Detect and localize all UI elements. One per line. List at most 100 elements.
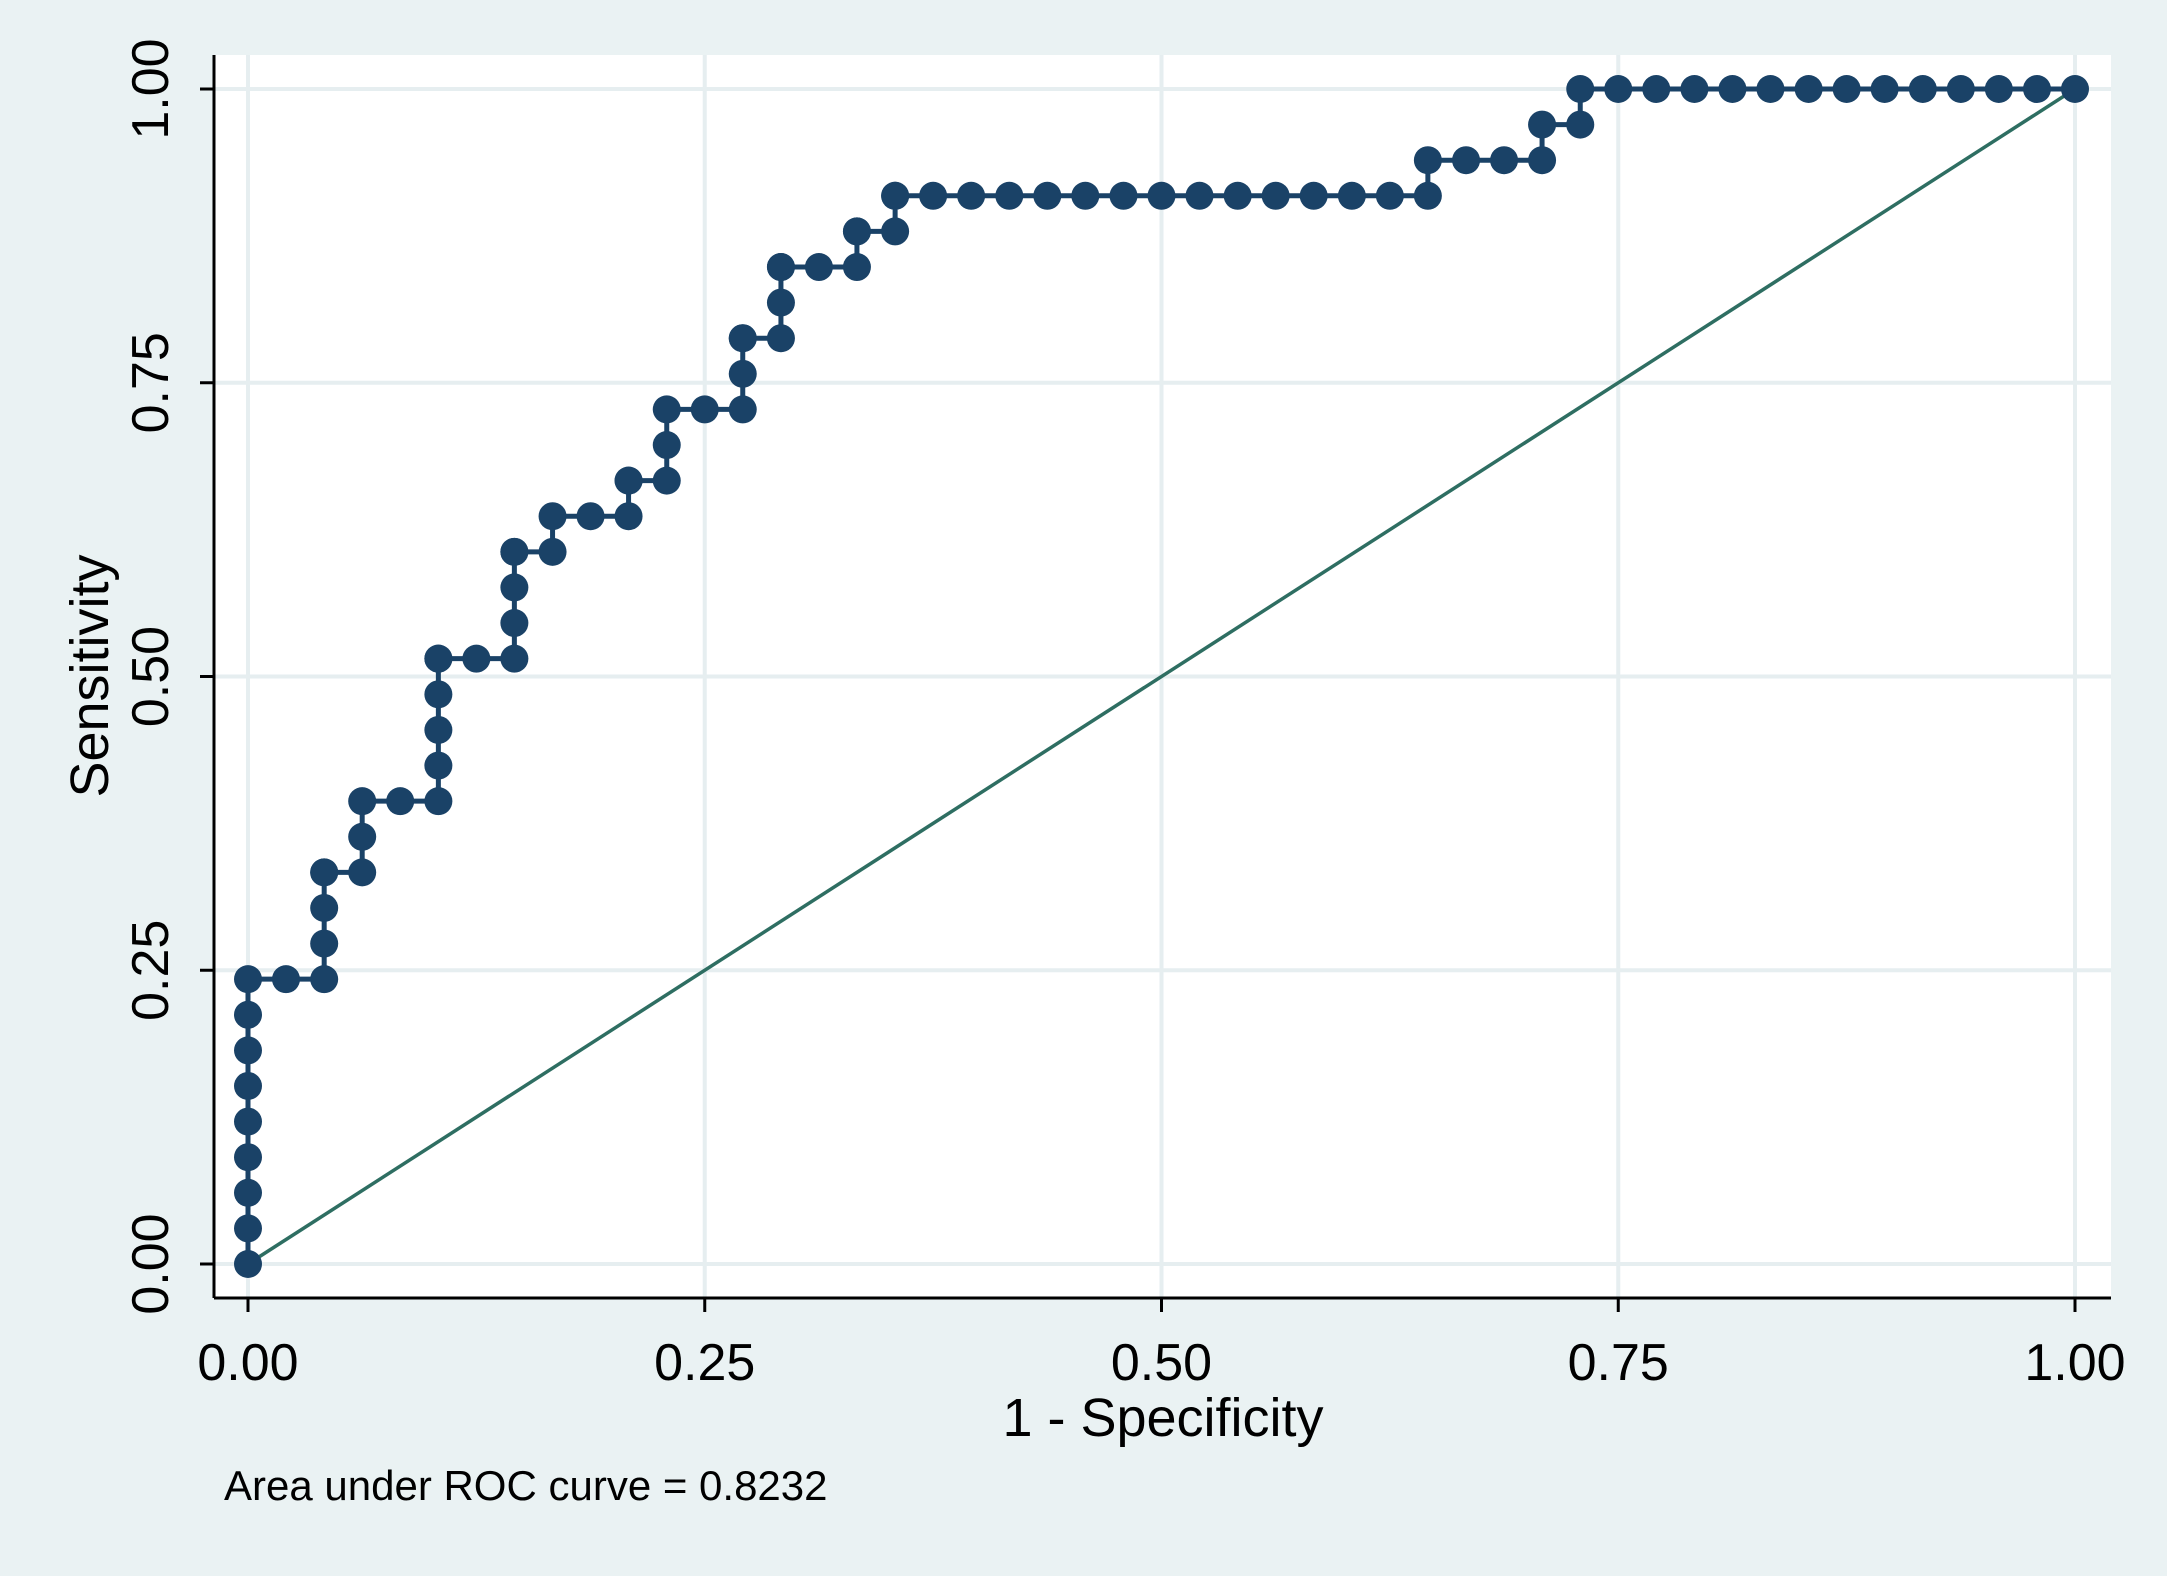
- roc-point: [1984, 75, 2013, 103]
- roc-point: [234, 1214, 262, 1243]
- roc-point: [424, 644, 453, 673]
- roc-point: [310, 893, 339, 922]
- auc-note: Area under ROC curve = 0.8232: [224, 1462, 828, 1509]
- roc-point: [234, 1071, 262, 1100]
- roc-point: [766, 253, 795, 282]
- roc-point: [919, 181, 948, 210]
- roc-point: [424, 751, 453, 780]
- roc-point: [1337, 181, 1366, 210]
- roc-point: [1071, 181, 1100, 210]
- roc-point: [272, 965, 301, 994]
- roc-point: [234, 965, 262, 994]
- roc-point: [2061, 75, 2089, 103]
- y-tick-label: 0.75: [122, 332, 180, 433]
- roc-point: [1147, 181, 1176, 210]
- roc-point: [310, 929, 339, 958]
- roc-point: [234, 1036, 262, 1065]
- roc-point: [881, 217, 910, 246]
- roc-point: [1946, 75, 1975, 103]
- roc-point: [614, 466, 643, 495]
- roc-point: [2022, 75, 2051, 103]
- roc-point: [690, 395, 719, 424]
- roc-point: [234, 1000, 262, 1029]
- y-tick-label: 1.00: [122, 38, 180, 139]
- roc-point: [234, 1143, 262, 1172]
- x-axis-title: 1 - Specificity: [1002, 1388, 1323, 1448]
- roc-point: [614, 502, 643, 531]
- roc-point: [1033, 181, 1062, 210]
- roc-point: [957, 181, 986, 210]
- roc-point: [424, 787, 453, 816]
- roc-point: [1604, 75, 1633, 103]
- roc-point: [500, 644, 529, 673]
- roc-point: [1794, 75, 1823, 103]
- roc-point: [424, 715, 453, 744]
- x-tick-label: 0.75: [1568, 1334, 1669, 1392]
- roc-point: [348, 822, 377, 851]
- roc-point: [1375, 181, 1404, 210]
- roc-point: [1718, 75, 1747, 103]
- roc-point: [500, 573, 529, 602]
- roc-point: [1908, 75, 1937, 103]
- roc-point: [1490, 146, 1519, 175]
- roc-point: [842, 253, 871, 282]
- roc-point: [1756, 75, 1785, 103]
- roc-point: [1870, 75, 1899, 103]
- roc-point: [386, 787, 415, 816]
- roc-line: [245, 86, 2075, 1264]
- roc-point: [652, 431, 681, 460]
- roc-point: [995, 181, 1024, 210]
- roc-point: [1413, 181, 1442, 210]
- roc-point: [310, 965, 339, 994]
- roc-point: [652, 466, 681, 495]
- roc-point: [766, 324, 795, 353]
- roc-point: [500, 537, 529, 566]
- roc-curve: [234, 75, 2089, 1278]
- roc-point: [234, 1107, 262, 1136]
- roc-point: [234, 1178, 262, 1207]
- roc-point: [1566, 75, 1595, 103]
- roc-point: [234, 1250, 262, 1278]
- y-tick-label: 0.25: [122, 920, 180, 1021]
- roc-point: [1299, 181, 1328, 210]
- roc-point: [424, 680, 453, 709]
- roc-point: [1832, 75, 1861, 103]
- roc-point: [462, 644, 491, 673]
- y-tick-label: 0.50: [122, 626, 180, 727]
- roc-point: [500, 609, 529, 638]
- roc-point: [728, 395, 757, 424]
- roc-point: [310, 858, 339, 887]
- y-axis-title: Sensitivity: [60, 554, 120, 797]
- roc-point: [1185, 181, 1214, 210]
- roc-point: [728, 324, 757, 353]
- roc-point: [1413, 146, 1442, 175]
- roc-point: [881, 181, 910, 210]
- roc-point: [1566, 110, 1595, 139]
- roc-point: [1642, 75, 1671, 103]
- roc-point: [1528, 146, 1557, 175]
- reference-line: [247, 87, 2076, 1266]
- roc-point: [348, 858, 377, 887]
- roc-point: [1223, 181, 1252, 210]
- roc-point: [728, 359, 757, 388]
- roc-point: [766, 288, 795, 317]
- x-tick-label: 0.00: [197, 1334, 298, 1392]
- roc-point: [348, 787, 377, 816]
- roc-point: [538, 502, 567, 531]
- roc-point: [1452, 146, 1481, 175]
- roc-point: [1261, 181, 1290, 210]
- roc-point: [842, 217, 871, 246]
- roc-point: [576, 502, 605, 531]
- roc-point: [1680, 75, 1709, 103]
- roc-point: [1109, 181, 1138, 210]
- x-tick-label: 1.00: [2024, 1334, 2125, 1392]
- x-tick-label: 0.25: [654, 1334, 755, 1392]
- roc-point: [1528, 110, 1557, 139]
- y-tick-label: 0.00: [122, 1213, 180, 1314]
- roc-point: [538, 537, 567, 566]
- roc-point: [652, 395, 681, 424]
- x-tick-label: 0.50: [1111, 1334, 1212, 1392]
- reference-diagonal: [247, 87, 2076, 1266]
- roc-point: [804, 253, 833, 282]
